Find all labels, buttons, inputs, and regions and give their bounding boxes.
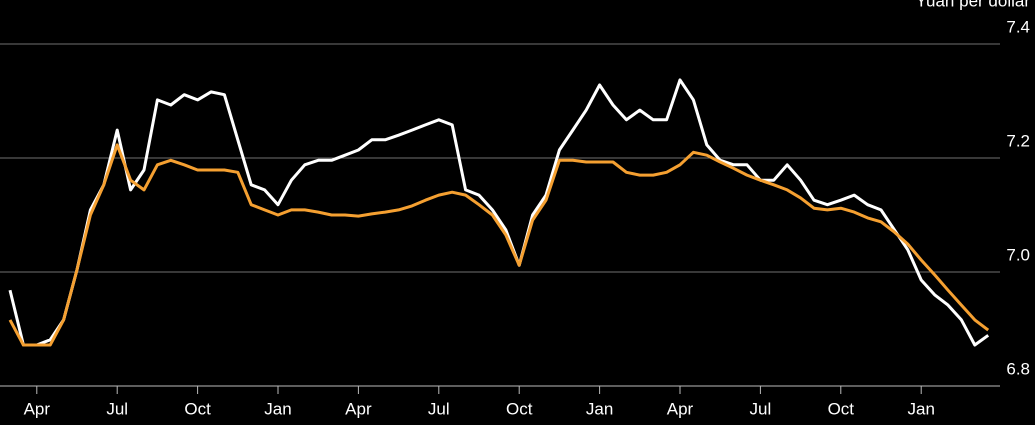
y-tick-label: 7.2 bbox=[1006, 131, 1030, 150]
y-axis-label: Yuan per dollar bbox=[916, 0, 1031, 10]
y-tick-label: 7.0 bbox=[1006, 245, 1030, 264]
x-tick-label: Jul bbox=[428, 399, 450, 418]
x-tick-label: Apr bbox=[345, 399, 372, 418]
x-tick-label: Oct bbox=[828, 399, 855, 418]
x-tick-label: Jul bbox=[106, 399, 128, 418]
x-tick-label: Jan bbox=[907, 399, 934, 418]
x-tick-label: Apr bbox=[24, 399, 51, 418]
y-tick-label: 7.4 bbox=[1006, 17, 1030, 36]
x-tick-label: Oct bbox=[506, 399, 533, 418]
x-tick-label: Jan bbox=[586, 399, 613, 418]
x-tick-label: Jan bbox=[264, 399, 291, 418]
y-tick-label: 6.8 bbox=[1006, 359, 1030, 378]
line-series bbox=[8, 143, 990, 347]
line-series bbox=[8, 78, 990, 347]
x-tick-label: Oct bbox=[184, 399, 211, 418]
x-tick-label: Jul bbox=[750, 399, 772, 418]
x-tick-label: Apr bbox=[667, 399, 694, 418]
